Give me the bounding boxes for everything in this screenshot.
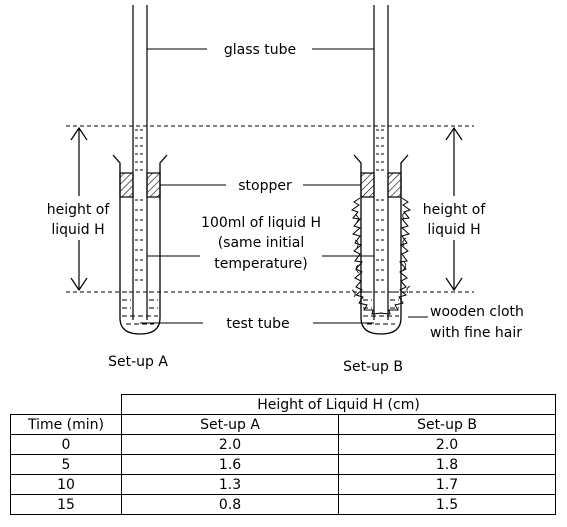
table-cell-setup-b: 1.7	[338, 474, 556, 495]
setup-b-cloth-right	[379, 197, 412, 315]
setup-a-test-tube	[112, 154, 168, 335]
table-blank-corner	[10, 394, 122, 415]
table-row: 15 0.8 1.5	[10, 494, 556, 515]
table-cell-time: 5	[10, 454, 122, 475]
table-header-row: Time (min) Set-up A Set-up B	[10, 414, 556, 435]
setup-a-tube-liquid	[135, 129, 145, 281]
table-group-header: Height of Liquid H (cm)	[121, 394, 556, 415]
test-tube-label: test tube	[226, 316, 289, 332]
cloth-label-line2: with fine hair	[430, 325, 522, 341]
table-header-setup-a: Set-up A	[121, 414, 339, 435]
setup-b-cloth-left	[350, 197, 383, 315]
table-row: 5 1.6 1.8	[10, 454, 556, 475]
table-cell-time: 0	[10, 434, 122, 455]
setup-b-test-tube	[353, 154, 409, 335]
setup-a-stopper-left	[119, 172, 134, 198]
table-cell-setup-b: 1.5	[338, 494, 556, 515]
setup-a-liquid	[122, 291, 158, 325]
setup-a-stopper-right	[146, 172, 161, 198]
stopper-label: stopper	[238, 178, 292, 194]
cloth-label-line1: wooden cloth	[430, 304, 524, 320]
height-arrow-left-label-bg	[40, 196, 118, 240]
height-arrow-right-label-bg	[414, 196, 494, 240]
setup-b-cloth-inner	[351, 211, 411, 298]
table-row: 10 1.3 1.7	[10, 474, 556, 495]
table-cell-time: 10	[10, 474, 122, 495]
setup-b-liquid	[363, 291, 399, 325]
setup-b-caption: Set-up B	[343, 359, 403, 375]
table-group-header-row: Height of Liquid H (cm)	[10, 394, 556, 415]
setup-b-stopper-left	[360, 172, 375, 198]
height-label-right-line2: liquid H	[427, 222, 480, 238]
table-cell-setup-b: 2.0	[338, 434, 556, 455]
liquid-label-line1: 100ml of liquid H	[201, 215, 321, 231]
table-row: 0 2.0 2.0	[10, 434, 556, 455]
setup-b-stopper-right	[387, 172, 402, 198]
table-cell-setup-a: 0.8	[121, 494, 339, 515]
height-label-left-line2: liquid H	[51, 222, 104, 238]
table-header-time: Time (min)	[10, 414, 122, 435]
liquid-label-line3: temperature)	[214, 256, 307, 272]
liquid-label-line2: (same initial	[218, 235, 305, 251]
height-label-right-line1: height of	[423, 202, 487, 218]
glass-tube-label: glass tube	[224, 42, 296, 58]
height-label-left-line1: height of	[47, 202, 111, 218]
table-cell-setup-a: 1.6	[121, 454, 339, 475]
height-data-table: Height of Liquid H (cm) Time (min) Set-u…	[10, 394, 556, 515]
table-cell-setup-b: 1.8	[338, 454, 556, 475]
table-cell-time: 15	[10, 494, 122, 515]
table-cell-setup-a: 1.3	[121, 474, 339, 495]
table-header-setup-b: Set-up B	[338, 414, 556, 435]
setup-a-caption: Set-up A	[108, 354, 168, 370]
setup-b-tube-liquid	[376, 129, 386, 281]
table-cell-setup-a: 2.0	[121, 434, 339, 455]
setup-a-apparatus	[112, 5, 168, 335]
experiment-diagram: glass tube stopper 100ml of liquid H (sa…	[40, 5, 524, 375]
setup-b-apparatus	[350, 5, 412, 335]
